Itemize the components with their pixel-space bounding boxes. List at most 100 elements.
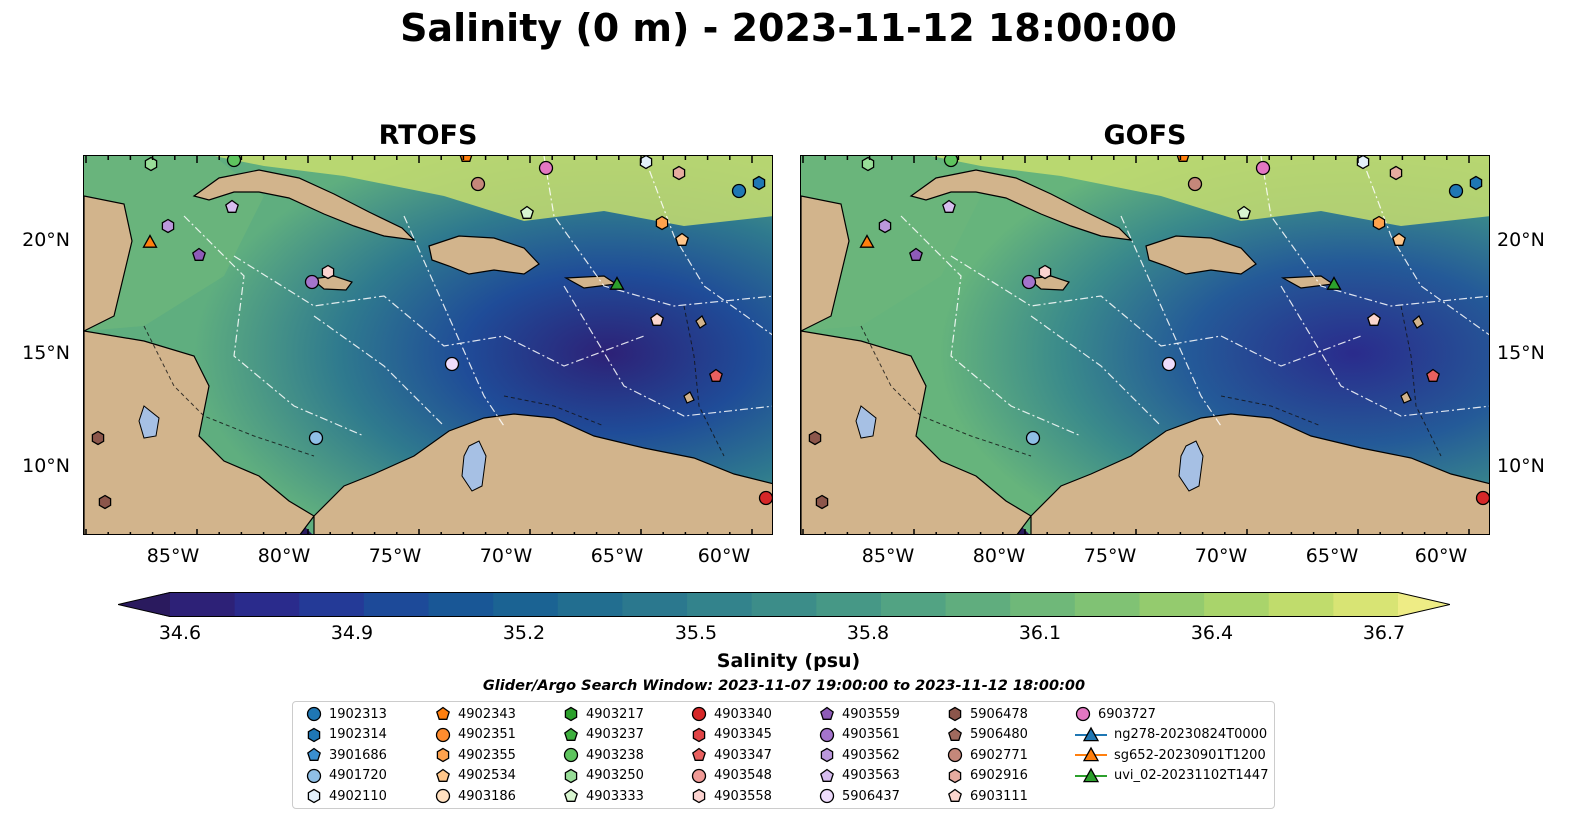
- legend-marker-icon: [307, 747, 321, 761]
- colorbar-segment: [234, 592, 300, 617]
- legend-label: 6903727: [1098, 706, 1156, 722]
- legend-hexagon-icon: [692, 788, 706, 804]
- lon-label-gofs: 85°W: [861, 545, 915, 567]
- legend-pentagon-icon: [820, 706, 834, 720]
- lat-label-right: 15°N: [1497, 342, 1545, 364]
- legend-label: uvi_02-20231102T1447: [1114, 768, 1269, 783]
- float-4903562-marker: [878, 218, 892, 234]
- float-1902314-marker: [752, 175, 766, 191]
- legend-label: 6902771: [970, 747, 1028, 763]
- legend-item: 4902343: [434, 704, 516, 724]
- legend-item: 4903559: [818, 704, 900, 724]
- legend-item: 4903345: [690, 725, 772, 745]
- legend-marker-icon: [820, 706, 834, 720]
- legend-item: 4903217: [562, 704, 644, 724]
- legend-circle-icon: [1075, 706, 1091, 722]
- legend-label: 4902110: [329, 788, 387, 804]
- colorbar-tick-label: 35.8: [846, 622, 890, 644]
- legend-label: 4903333: [586, 788, 644, 804]
- float-4903238-marker: [943, 156, 959, 168]
- salinity-map-rtofs: [84, 156, 772, 534]
- legend-label: 5906480: [970, 727, 1028, 742]
- map-panel-rtofs: [83, 155, 773, 535]
- legend-label: 4903559: [842, 706, 900, 722]
- colorbar-segment: [1268, 592, 1334, 617]
- legend-label: 4903563: [842, 768, 900, 783]
- float-4903340-marker: [758, 490, 772, 506]
- legend-item: 6902771: [946, 745, 1028, 765]
- float-6902771-marker: [470, 176, 486, 192]
- float-1902314-marker: [1469, 175, 1483, 191]
- colorbar-segment: [1010, 592, 1076, 617]
- lon-label-gofs: 65°W: [1305, 545, 1359, 567]
- colorbar-segment: [363, 592, 430, 617]
- legend-item: 5906437: [818, 786, 900, 806]
- float-4903561-marker: [304, 274, 320, 290]
- legend-item: 4903562: [818, 745, 900, 765]
- colorbar-tick-label: 36.7: [1362, 622, 1406, 644]
- legend-item: 4903186: [434, 786, 516, 806]
- lat-label-left: 15°N: [22, 342, 70, 364]
- legend-marker-icon: [436, 768, 450, 782]
- legend-marker-icon: [435, 727, 451, 742]
- colorbar-segment: [1333, 592, 1399, 617]
- legend-label: 4902343: [458, 706, 516, 722]
- glider-uvi_02-marker: [1326, 276, 1342, 290]
- legend-triangle-icon: [1082, 767, 1100, 782]
- float-4901720-marker: [1025, 430, 1041, 446]
- legend-label: 4903548: [714, 768, 772, 783]
- legend-marker-icon: [564, 706, 578, 722]
- legend-triangle-icon: [1082, 726, 1100, 741]
- legend-circle-icon: [306, 706, 322, 722]
- legend-marker-icon: [692, 788, 706, 804]
- colorbar-extend-high: [1398, 592, 1450, 617]
- lon-label-rtofs: 80°W: [257, 545, 311, 567]
- legend-item: 4902534: [434, 766, 516, 786]
- legend-item: 4903558: [690, 786, 772, 806]
- legend-item: 5906478: [946, 704, 1028, 724]
- legend-circle-icon: [819, 727, 835, 742]
- legend-item: 4903333: [562, 786, 644, 806]
- lon-label-gofs: 70°W: [1194, 545, 1248, 567]
- float-4903559-marker: [909, 247, 923, 261]
- colorbar-graphic: [117, 592, 1451, 617]
- float-4903562-marker: [161, 218, 175, 234]
- float-6903111-marker: [650, 312, 664, 326]
- legend-circle-icon: [435, 727, 451, 742]
- legend-item: 4903238: [562, 745, 644, 765]
- legend-hexagon-icon: [436, 747, 450, 763]
- panel-title-gofs: GOFS: [1103, 120, 1187, 151]
- colorbar-segment: [299, 592, 365, 617]
- legend-item: 6902916: [946, 766, 1028, 786]
- colorbar-tick-label: 36.1: [1018, 622, 1062, 644]
- legend-label: 4902355: [458, 747, 516, 763]
- legend-circle-icon: [563, 747, 579, 763]
- legend-circle-icon: [435, 788, 451, 804]
- legend-hexagon-icon: [307, 727, 321, 742]
- float-5906478-marker-2: [815, 494, 829, 510]
- legend-pentagon-icon: [948, 727, 962, 741]
- legend-item: 4903563: [818, 766, 900, 786]
- colorbar-segment: [428, 592, 494, 617]
- colorbar-segment: [622, 592, 688, 617]
- legend-marker-icon: [948, 768, 962, 783]
- float-5906437-marker: [1161, 356, 1177, 372]
- legend-marker-icon: [691, 768, 707, 783]
- legend-marker-icon: [1075, 746, 1107, 762]
- legend-item: 4902110: [305, 786, 387, 806]
- lon-label-rtofs: 60°W: [697, 545, 751, 567]
- legend-hexagon-icon: [692, 727, 706, 742]
- legend-label: 5906478: [970, 706, 1028, 722]
- colorbar-segment: [557, 592, 624, 617]
- legend-item: 4901720: [305, 766, 387, 786]
- colorbar-segment: [1204, 592, 1270, 617]
- legend-item: 4903548: [690, 766, 772, 786]
- colorbar-segment: [170, 592, 236, 617]
- legend-marker-icon: [435, 788, 451, 804]
- legend-marker-icon: [948, 706, 962, 722]
- map-panel-gofs: [800, 155, 1490, 535]
- colorbar-segment: [816, 592, 882, 617]
- legend-item: 1902313: [305, 704, 387, 724]
- float-5906437-marker: [444, 356, 460, 372]
- float-6902771-marker: [1187, 176, 1203, 192]
